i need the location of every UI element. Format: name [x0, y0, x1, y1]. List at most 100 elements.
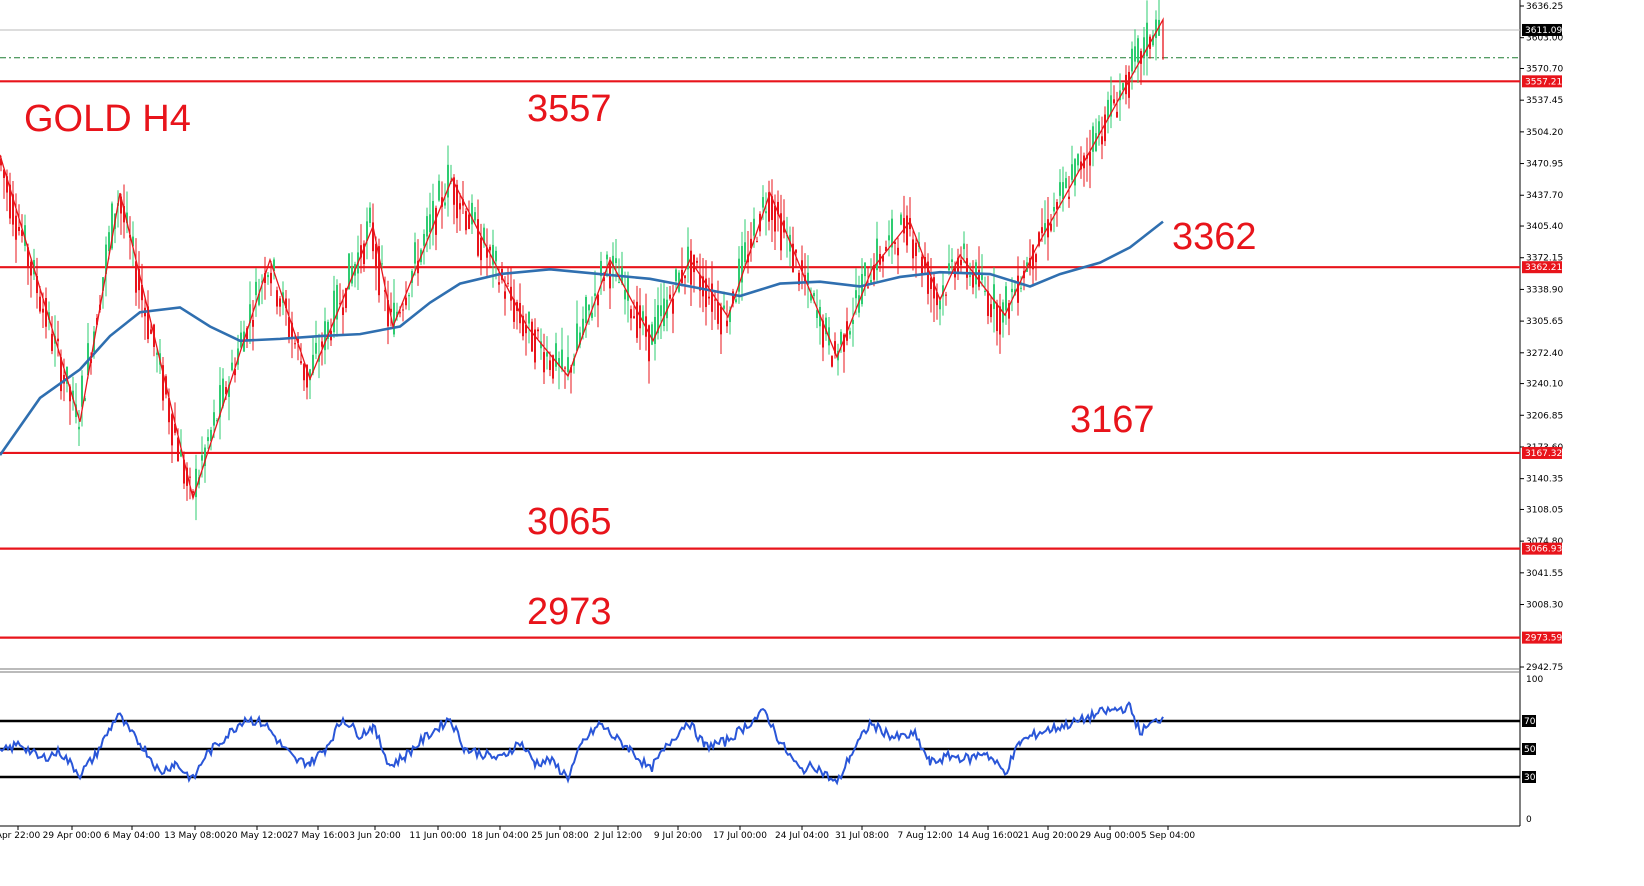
- candle-body: [495, 250, 497, 262]
- candle-body: [480, 237, 482, 261]
- price-tick-label: 3437.70: [1526, 191, 1563, 201]
- candle-body: [867, 286, 869, 288]
- candle-body: [675, 269, 677, 282]
- candle-body: [792, 243, 794, 273]
- candle-body: [183, 459, 185, 484]
- price-tick-label: 3272.40: [1526, 349, 1563, 359]
- candle-body: [528, 311, 530, 324]
- candle-body: [624, 289, 626, 300]
- price-tick-label: 3108.05: [1526, 505, 1563, 515]
- candle-body: [1011, 288, 1013, 293]
- candle-body: [876, 238, 878, 271]
- price-tick-label: 3305.65: [1526, 317, 1563, 327]
- candle-body: [756, 241, 758, 243]
- candle-body: [45, 297, 47, 327]
- time-tick-label: 2 Jul 12:00: [594, 831, 643, 841]
- candle-body: [1053, 207, 1055, 212]
- oscillator-tick-label: 0: [1526, 815, 1532, 825]
- level-price-tag-text: 3557.21: [1525, 77, 1562, 87]
- candle-body: [648, 325, 650, 362]
- candle-body: [60, 357, 62, 392]
- candle-body: [66, 366, 68, 384]
- candle-body: [1059, 182, 1061, 196]
- time-tick-label: 29 Aug 00:00: [1080, 831, 1141, 841]
- candle-body: [390, 308, 392, 313]
- candle-body: [921, 256, 923, 276]
- candle-body: [231, 362, 233, 371]
- candle-body: [627, 277, 629, 301]
- candle-body: [0, 158, 2, 166]
- candle-body: [891, 218, 893, 248]
- candle-body: [534, 329, 536, 363]
- candle-body: [1098, 121, 1100, 135]
- candle-body: [6, 176, 8, 193]
- candle-body: [1119, 90, 1121, 101]
- candle-body: [411, 270, 413, 283]
- candle-body: [285, 298, 287, 309]
- time-tick-label: 24 Jul 04:00: [775, 831, 829, 841]
- candle-body: [291, 322, 293, 338]
- candle-body: [1155, 19, 1157, 39]
- candle-body: [549, 360, 551, 371]
- candle-body: [729, 309, 731, 323]
- candle-body: [192, 491, 194, 493]
- candle-body: [462, 199, 464, 206]
- candle-body: [438, 180, 440, 201]
- candle-body: [1137, 38, 1139, 63]
- candle-body: [363, 243, 365, 265]
- price-tick-label: 3041.55: [1526, 569, 1563, 579]
- candle-body: [873, 264, 875, 280]
- candle-body: [141, 284, 143, 301]
- candle-body: [861, 274, 863, 305]
- candle-body: [969, 275, 971, 278]
- oscillator-line: [0, 701, 1164, 786]
- candle-body: [138, 268, 140, 291]
- level-price-tag: [1522, 261, 1562, 274]
- candle-body: [444, 202, 446, 206]
- candle-body: [507, 282, 509, 284]
- candle-body: [297, 336, 299, 343]
- candle-body: [312, 354, 314, 374]
- price-tags: 3557.21 3362.21 3167.32 3066.93 2973.59 3611.…: [1522, 23, 1562, 644]
- candle-body: [57, 338, 59, 342]
- candle-body: [387, 300, 389, 327]
- candle-body: [3, 169, 5, 178]
- candle-body: [489, 246, 491, 251]
- time-tick-label: 27 May 16:00: [287, 831, 349, 841]
- candle-body: [375, 243, 377, 269]
- candle-body: [798, 272, 800, 285]
- price-tick-label: 3405.40: [1526, 222, 1563, 232]
- candle-body: [864, 262, 866, 277]
- candle-body: [468, 214, 470, 230]
- candle-body: [189, 476, 191, 478]
- price-tick-label: 3537.45: [1526, 96, 1563, 106]
- level-price-tag-text: 3167.32: [1525, 449, 1562, 459]
- oscillator-level-tag-text: 50: [1524, 745, 1536, 755]
- price-tick-label: 3008.30: [1526, 601, 1563, 611]
- candle-body: [234, 368, 236, 376]
- candle-body: [981, 274, 983, 280]
- level-label: 3557: [527, 88, 612, 130]
- candle-body: [327, 321, 329, 339]
- candle-body: [309, 369, 311, 381]
- candle-body: [816, 310, 818, 318]
- candle-body: [1125, 74, 1127, 95]
- price-tick-label: 2942.75: [1526, 663, 1563, 673]
- candle-body: [213, 412, 215, 426]
- price-tick-label: 3338.90: [1526, 285, 1563, 295]
- chart-title: GOLD H4: [24, 98, 191, 140]
- candle-body: [633, 316, 635, 319]
- candle-body: [303, 363, 305, 381]
- candle-body: [546, 352, 548, 357]
- candle-body: [822, 320, 824, 348]
- candle-body: [201, 455, 203, 461]
- candle-body: [216, 420, 218, 422]
- candle-body: [132, 236, 134, 247]
- support-resistance-levels: 3557 3362 3167 3065 2973: [0, 29, 1520, 639]
- candle-body: [372, 222, 374, 252]
- candle-body: [111, 203, 113, 249]
- candle-body: [900, 214, 902, 225]
- candle-body: [174, 423, 176, 433]
- level-price-tag-text: 2973.59: [1525, 634, 1562, 644]
- candle-body: [927, 261, 929, 294]
